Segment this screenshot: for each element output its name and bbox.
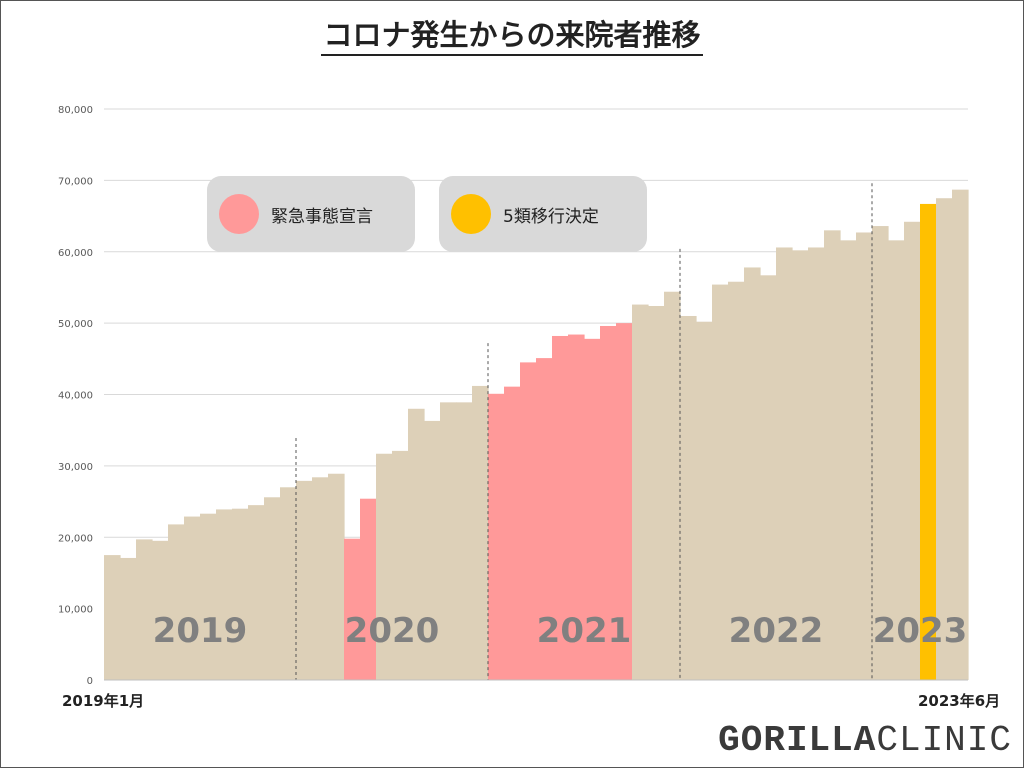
bar	[120, 557, 137, 680]
bar	[856, 232, 873, 680]
y-tick-label: 30,000	[58, 462, 93, 473]
bar	[520, 362, 537, 680]
year-label: 2020	[345, 611, 440, 651]
bar	[168, 524, 185, 680]
bar	[616, 323, 633, 680]
bar	[920, 203, 937, 680]
bar	[296, 480, 313, 680]
bar	[696, 321, 713, 680]
y-tick-label: 40,000	[58, 391, 93, 402]
bar	[760, 275, 777, 680]
bar	[424, 420, 441, 680]
bar	[440, 402, 457, 680]
brand-light: CLINIC	[876, 720, 1012, 761]
bar	[232, 508, 249, 680]
x-end-label: 2023年6月	[918, 692, 1001, 710]
bar	[568, 334, 585, 680]
bar	[536, 358, 553, 680]
y-tick-label: 80,000	[58, 105, 93, 116]
chart-title: コロナ発生からの来院者推移	[0, 12, 1024, 56]
bar	[184, 516, 201, 680]
legend-emergency: 緊急事態宣言	[207, 176, 415, 252]
bar	[264, 497, 281, 680]
y-tick-label: 60,000	[58, 248, 93, 259]
bar	[248, 505, 265, 680]
legend-transition: 5類移行決定	[439, 176, 647, 252]
year-label: 2022	[729, 611, 824, 651]
bar	[488, 393, 505, 680]
bar	[824, 230, 841, 680]
bar	[216, 509, 233, 680]
bar	[744, 267, 761, 680]
bar	[408, 408, 425, 680]
emergency-swatch	[219, 194, 259, 234]
bar	[680, 315, 697, 680]
bar	[728, 281, 745, 680]
legend-emergency-label: 緊急事態宣言	[271, 206, 373, 227]
bar	[136, 539, 153, 680]
bar	[712, 284, 729, 680]
y-tick-label: 10,000	[58, 605, 93, 616]
bar	[328, 473, 345, 680]
bar	[472, 385, 489, 680]
bar	[952, 189, 969, 680]
bar	[904, 221, 921, 680]
bar	[360, 498, 377, 680]
year-label: 2019	[153, 611, 248, 651]
year-label: 2023	[873, 611, 968, 651]
bar	[200, 513, 217, 680]
bar	[392, 450, 409, 680]
bar	[648, 305, 665, 680]
bar	[888, 240, 905, 680]
bar	[808, 247, 825, 680]
bar	[456, 402, 473, 680]
bar	[600, 325, 617, 680]
bar	[792, 250, 809, 680]
y-tick-label: 20,000	[58, 533, 93, 544]
bar	[152, 540, 169, 680]
bar	[632, 304, 649, 680]
x-start-label: 2019年1月	[62, 692, 145, 710]
bar	[344, 538, 361, 680]
bar	[504, 386, 521, 680]
brand-logo: GORILLACLINIC	[718, 720, 1012, 761]
y-tick-label: 0	[87, 676, 93, 687]
bar	[104, 555, 121, 680]
bar	[376, 453, 393, 680]
bar	[312, 477, 329, 680]
legend-transition-label: 5類移行決定	[503, 206, 599, 227]
bar	[872, 226, 889, 680]
year-label: 2021	[537, 611, 632, 651]
bar	[584, 338, 601, 680]
y-tick-label: 70,000	[58, 176, 93, 187]
y-tick-label: 50,000	[58, 319, 93, 330]
bar	[280, 487, 297, 680]
brand-bold: GORILLA	[718, 720, 877, 761]
bar	[552, 335, 569, 680]
bar	[776, 247, 793, 680]
bar	[664, 291, 681, 680]
bar	[840, 240, 857, 680]
transition-swatch	[451, 194, 491, 234]
bar	[936, 198, 953, 680]
